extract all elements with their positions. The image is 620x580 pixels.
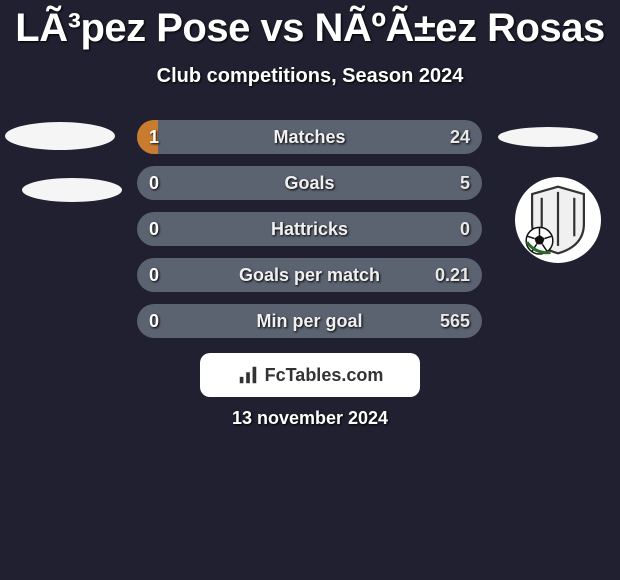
- comparison-title: LÃ³pez Pose vs NÃºÃ±ez Rosas: [0, 6, 620, 51]
- stat-label: Matches: [137, 127, 482, 148]
- stat-bars: 1 Matches 24 0 Goals 5 0 Hattricks 0 0 G…: [137, 120, 482, 350]
- stat-label: Goals per match: [137, 265, 482, 286]
- stat-bar: 1 Matches 24: [137, 120, 482, 154]
- stat-value-right: 24: [450, 127, 470, 148]
- player-right-ellipse-1: [498, 127, 598, 147]
- bar-chart-icon: [237, 364, 259, 386]
- stat-bar: 0 Min per goal 565: [137, 304, 482, 338]
- comparison-subtitle: Club competitions, Season 2024: [0, 65, 620, 88]
- stat-value-right: 0: [460, 219, 470, 240]
- club-badge-right: [515, 177, 601, 263]
- comparison-date: 13 november 2024: [0, 408, 620, 429]
- stat-label: Min per goal: [137, 311, 482, 332]
- stat-value-right: 0.21: [435, 265, 470, 286]
- stat-value-right: 5: [460, 173, 470, 194]
- fctables-link-text: FcTables.com: [265, 365, 384, 386]
- player-left-ellipse-2: [22, 178, 122, 202]
- stat-bar: 0 Goals per match 0.21: [137, 258, 482, 292]
- stat-label: Hattricks: [137, 219, 482, 240]
- fctables-link[interactable]: FcTables.com: [200, 353, 420, 397]
- stat-bar: 0 Goals 5: [137, 166, 482, 200]
- player-left-ellipse-1: [5, 122, 115, 150]
- stat-value-right: 565: [440, 311, 470, 332]
- stat-bar: 0 Hattricks 0: [137, 212, 482, 246]
- club-shield-icon: [521, 183, 595, 257]
- stat-label: Goals: [137, 173, 482, 194]
